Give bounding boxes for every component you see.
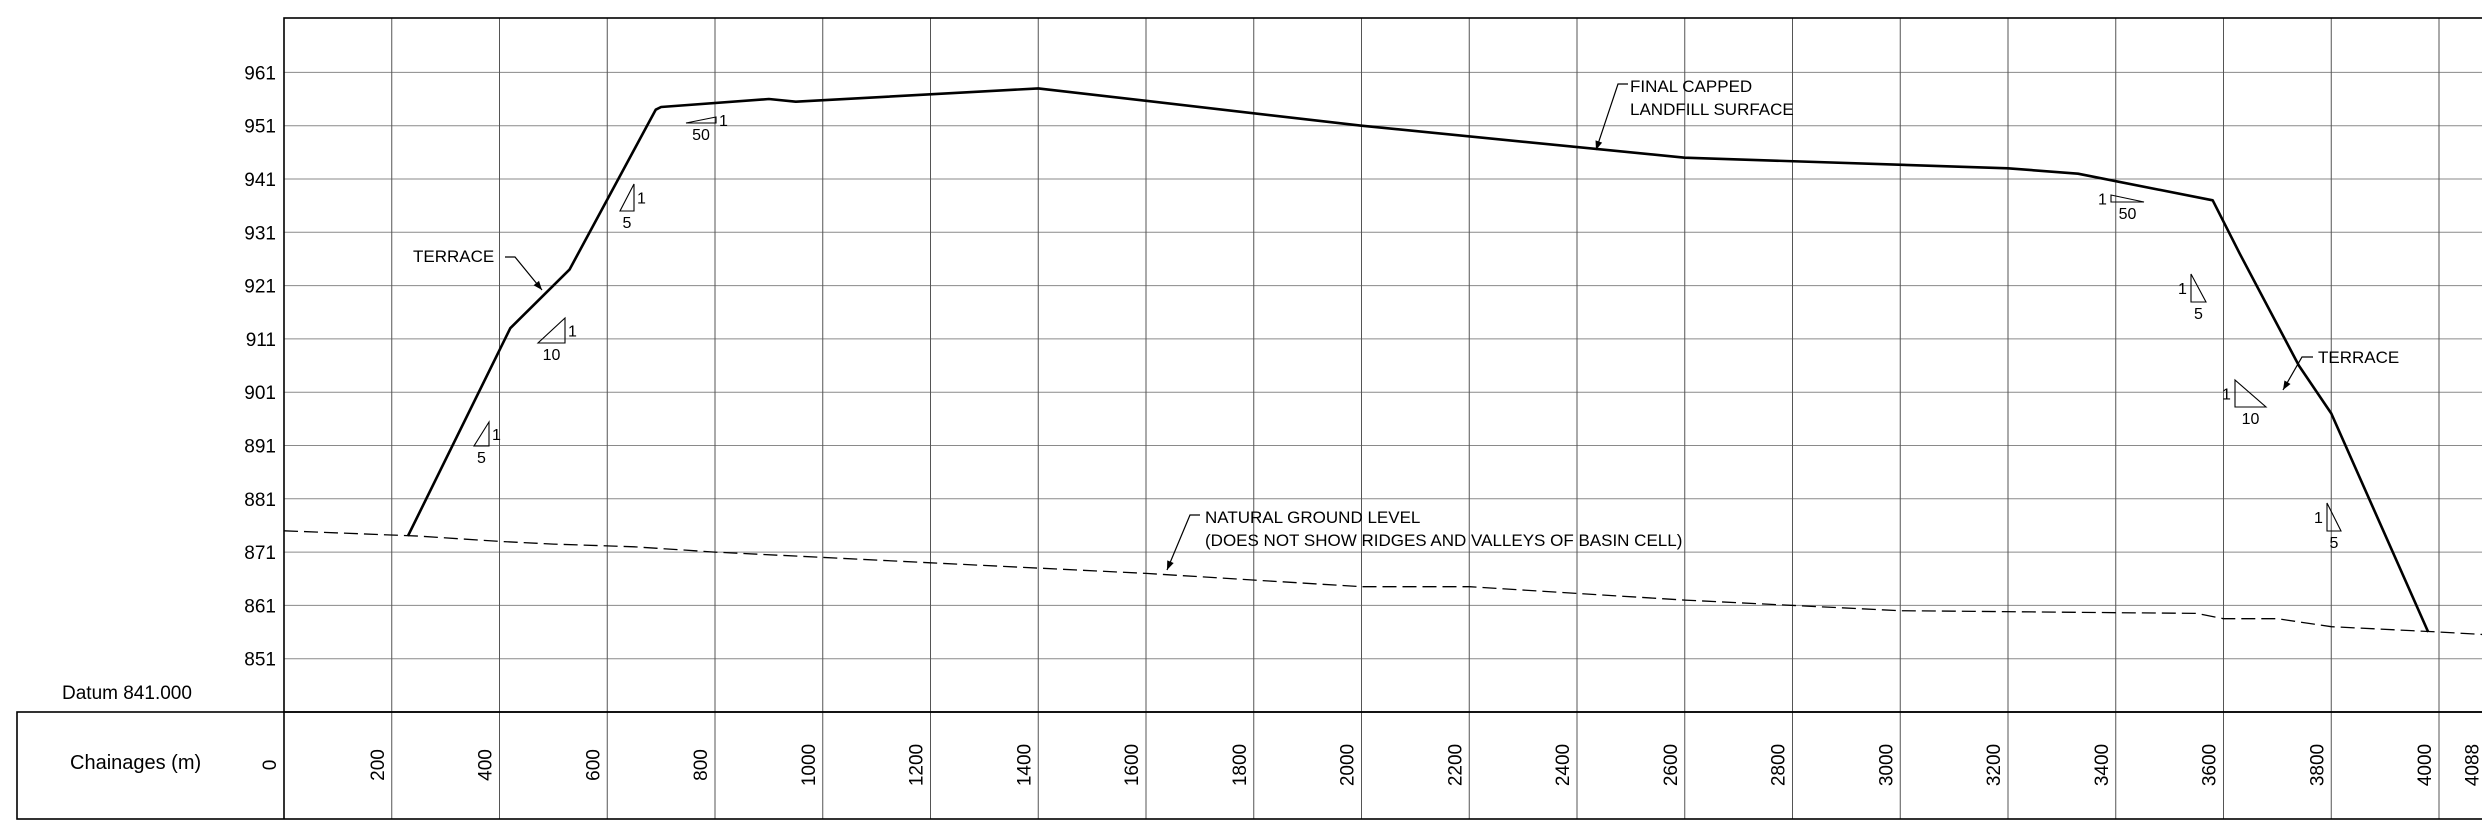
chainage-band [16, 711, 2482, 820]
leader-line [1166, 514, 1200, 571]
x-tick-label: 800 [691, 749, 712, 781]
x-tick-label: 1600 [1122, 744, 1143, 786]
x-tick-label: 400 [476, 749, 497, 781]
natural-ground-line [283, 530, 2482, 636]
slope-run-label: 5 [2194, 306, 2203, 323]
terrace-label-left: TERRACE [413, 247, 494, 266]
datum-label: Datum 841.000 [62, 683, 192, 704]
terrace-label-right: TERRACE [2318, 348, 2399, 367]
slope-run-label: 5 [2330, 535, 2339, 552]
y-tick-label: 891 [244, 437, 276, 458]
y-tick-label: 931 [244, 223, 276, 244]
y-tick-label: 881 [244, 490, 276, 511]
slope-triangle [685, 116, 717, 124]
leader-arrow [533, 280, 542, 290]
slope-triangle [2326, 502, 2342, 532]
plot-frame [283, 17, 2482, 713]
slope-triangle [2234, 378, 2268, 408]
x-tick-label: 2600 [1661, 744, 1682, 786]
leader-arrow [1595, 140, 1603, 150]
slope-run-label: 50 [692, 127, 710, 144]
x-tick-label: 2200 [1445, 744, 1466, 786]
x-tick-label: 2000 [1338, 744, 1359, 786]
surface-label-line2: LANDFILL SURFACE [1630, 100, 1794, 119]
slope-triangle [2190, 273, 2207, 303]
y-tick-label: 911 [246, 330, 276, 351]
slope-run-label: 50 [2119, 206, 2137, 223]
x-tick-label: 1000 [799, 744, 820, 786]
x-tick-label: 1400 [1014, 744, 1035, 786]
x-tick-label: 600 [583, 749, 604, 781]
slope-triangle [2110, 194, 2145, 203]
x-tick-label: 1200 [907, 744, 928, 786]
x-tick-label: 3200 [1984, 744, 2005, 786]
y-tick-label: 871 [244, 543, 276, 564]
y-tick-label: 851 [244, 650, 276, 671]
x-tick-label: 3800 [2307, 744, 2328, 786]
x-tick-label: 3000 [1876, 744, 1897, 786]
y-tick-label: 941 [244, 170, 276, 191]
x-tick-label: 3600 [2200, 744, 2221, 786]
x-tick-label: 1800 [1230, 744, 1251, 786]
slope-rise-label: 1 [2222, 387, 2231, 404]
slope-run-label: 10 [543, 347, 561, 364]
slope-triangle [619, 183, 635, 212]
slope-rise-label: 1 [637, 191, 646, 208]
x-tick-label: 2400 [1553, 744, 1574, 786]
x-tick-label: 0 [260, 760, 281, 771]
slope-triangle [536, 316, 566, 344]
x-axis-labels: 0 200 400 600 800 1000 1200 1400 1600 1800 2000 220… [260, 744, 2482, 786]
y-tick-label: 951 [244, 117, 276, 138]
slope-rise-label: 1 [719, 113, 728, 130]
ngl-label-line1: NATURAL GROUND LEVEL [1205, 508, 1420, 527]
slope-rise-label: 1 [492, 427, 501, 444]
slope-run-label: 5 [477, 450, 486, 467]
slope-run-label: 5 [623, 215, 632, 232]
leader-arrow [1167, 560, 1174, 570]
x-tick-label: 2800 [1769, 744, 1790, 786]
slope-triangle [473, 420, 490, 447]
y-axis-labels: 851 861 871 881 891 901 911 921 931 941 951 961 [244, 63, 276, 670]
y-tick-label: 961 [244, 63, 276, 84]
slope-rise-label: 1 [2098, 192, 2107, 209]
slope-rise-label: 1 [2178, 281, 2187, 298]
chainage-header: Chainages (m) [70, 752, 201, 774]
grid [284, 18, 2482, 819]
slope-rise-label: 1 [2314, 510, 2323, 527]
leader-line [505, 256, 543, 291]
slope-run-label: 10 [2242, 411, 2260, 428]
leader-arrow [2283, 380, 2291, 390]
surface-label-line1: FINAL CAPPED [1630, 77, 1752, 96]
capped-surface-line [406, 87, 2430, 633]
x-tick-label: 3400 [2092, 744, 2113, 786]
y-tick-label: 861 [244, 596, 276, 617]
slope-rise-label: 1 [568, 324, 577, 341]
x-tick-label: 4000 [2415, 744, 2436, 786]
ngl-label-line2: (DOES NOT SHOW RIDGES AND VALLEYS OF BAS… [1205, 531, 1682, 550]
leader-line [2282, 356, 2313, 391]
x-tick-label: 4088 [2462, 744, 2482, 786]
frame [16, 17, 2482, 820]
y-tick-label: 901 [244, 383, 276, 404]
leader-line [1595, 83, 1628, 151]
x-tick-label: 200 [368, 749, 389, 781]
y-tick-label: 921 [244, 277, 276, 298]
series [283, 87, 2482, 636]
